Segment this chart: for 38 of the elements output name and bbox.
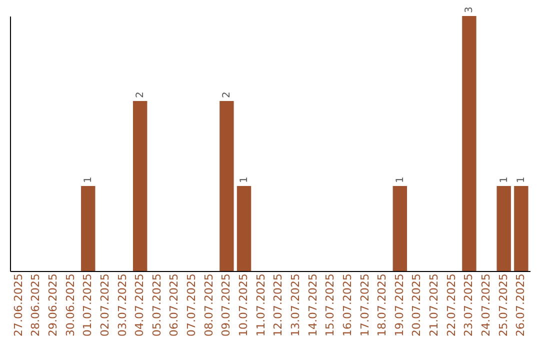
data-label: 2 xyxy=(135,92,146,98)
x-tick-label: 16.07.2025 xyxy=(340,274,354,336)
x-tick-label: 13.07.2025 xyxy=(288,274,302,336)
x-tick-label: 30.06.2025 xyxy=(64,274,77,336)
data-label: 1 xyxy=(516,176,528,183)
x-tick-label: 05.07.2025 xyxy=(150,274,164,336)
x-tick-label: 17.07.2025 xyxy=(358,274,372,336)
x-tick-label: 21.07.2025 xyxy=(428,274,441,336)
x-tick-label: 01.07.2025 xyxy=(81,274,94,336)
data-label: 3 xyxy=(464,6,476,13)
x-tick-label: 04.07.2025 xyxy=(133,274,146,336)
x-tick-label: 06.07.2025 xyxy=(168,274,181,336)
x-tick-label: 23.07.2025 xyxy=(462,274,476,336)
x-tick-label: 07.07.2025 xyxy=(185,274,198,336)
x-tick-label: 25.07.2025 xyxy=(496,274,510,336)
x-tick-label: 15.07.2025 xyxy=(324,274,337,336)
x-tick-label: 27.06.2025 xyxy=(12,274,25,336)
x-tick-label: 10.07.2025 xyxy=(237,274,250,336)
x-tick-label: 12.07.2025 xyxy=(272,274,285,336)
x-tick-label: 03.07.2025 xyxy=(116,274,129,336)
data-label: 1 xyxy=(83,176,94,183)
data-label: 1 xyxy=(239,176,250,183)
data-label: 2 xyxy=(222,92,233,98)
x-tick-label: 19.07.2025 xyxy=(392,274,406,336)
x-tick-label: 11.07.2025 xyxy=(254,274,268,336)
x-tick-label: 02.07.2025 xyxy=(98,274,112,336)
x-tick-label: 08.07.2025 xyxy=(202,274,216,336)
x-tick-label: 20.07.2025 xyxy=(410,274,424,336)
x-tick-label: 09.07.2025 xyxy=(220,274,233,336)
x-tick-label: 18.07.2025 xyxy=(376,274,389,336)
data-label: 1 xyxy=(498,176,510,183)
x-tick-label: 26.07.2025 xyxy=(514,274,528,336)
data-label: 1 xyxy=(394,176,406,183)
x-tick-label: 24.07.2025 xyxy=(480,274,493,336)
x-tick-label: 28.06.2025 xyxy=(29,274,42,336)
x-tick-label: 22.07.2025 xyxy=(444,274,458,336)
x-tick-label: 29.06.2025 xyxy=(46,274,60,336)
x-tick-label: 14.07.2025 xyxy=(306,274,320,336)
